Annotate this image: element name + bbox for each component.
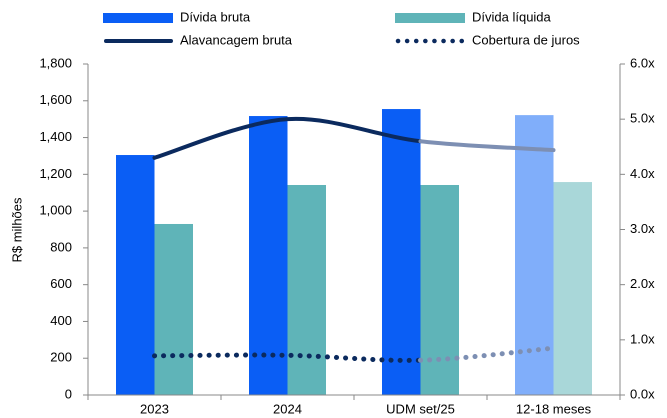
y2-tick-label: 6.0x [630,55,655,70]
y-tick-label: 400 [50,313,72,328]
dotted-line [152,352,423,363]
y-tick-label: 1,600 [39,92,72,107]
bar [382,109,421,395]
y2-tick-label: 0.0x [630,386,655,401]
dotted-line [418,345,556,363]
x-tick-label: UDM set/25 [386,401,455,416]
y2-tick-label: 1.0x [630,331,655,346]
y-tick-label: 1,000 [39,203,72,218]
line [152,116,423,160]
legend-label: Dívida líquida [472,9,552,24]
y-tick-label: 200 [50,350,72,365]
legend-label: Dívida bruta [180,9,251,24]
bar [553,182,592,395]
legend-swatch [103,13,173,23]
y-axis-title: R$ milhões [9,197,24,263]
legend-swatch [395,13,465,23]
bar [154,223,193,395]
y-tick-label: 800 [50,239,72,254]
bar [249,116,288,395]
x-tick-label: 2023 [140,401,169,416]
y-tick-label: 1,400 [39,129,72,144]
y2-tick-label: 5.0x [630,111,655,126]
y-tick-label: 1,200 [39,166,72,181]
x-tick-label: 12-18 meses [516,401,592,416]
y2-tick-label: 2.0x [630,276,655,291]
bar [420,184,459,395]
line [418,139,556,153]
y2-tick-label: 4.0x [630,166,655,181]
y-tick-label: 600 [50,276,72,291]
y2-tick-label: 3.0x [630,221,655,236]
bar [116,155,155,395]
y-tick-label: 0 [65,386,72,401]
y-tick-label: 1,800 [39,55,72,70]
legend-label: Alavancagem bruta [180,32,293,47]
bar [287,184,326,395]
x-tick-label: 2024 [273,401,302,416]
legend-label: Cobertura de juros [472,32,580,47]
